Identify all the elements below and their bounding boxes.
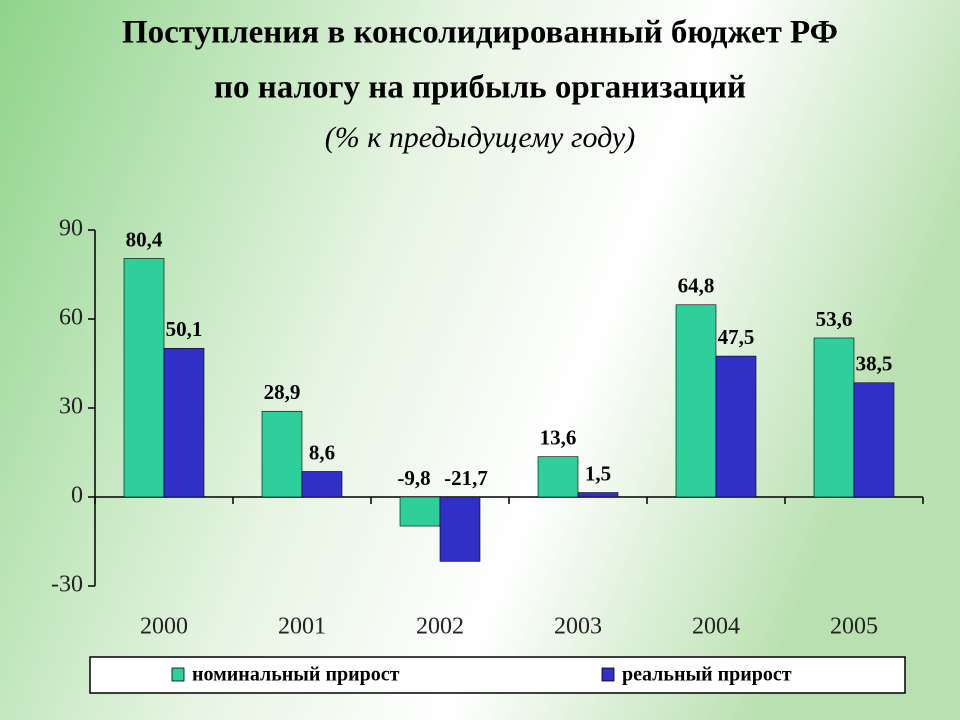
bar xyxy=(675,304,717,498)
value-label: 1,5 xyxy=(585,461,611,485)
bar xyxy=(301,471,343,498)
chart-subtitle: (% к предыдущему году) xyxy=(325,121,636,154)
value-label: 50,1 xyxy=(166,317,203,341)
legend-label: номинальный прирост xyxy=(192,664,400,686)
bar xyxy=(853,382,895,498)
y-tick-label: 60 xyxy=(59,305,83,331)
legend-swatch xyxy=(601,667,615,682)
value-label: 8,6 xyxy=(309,440,335,464)
bar xyxy=(123,258,165,498)
value-label: 47,5 xyxy=(718,325,755,349)
value-label: 13,6 xyxy=(540,425,577,449)
y-tick-label: -30 xyxy=(51,572,83,598)
y-tick-label: 0 xyxy=(71,483,83,509)
x-tick-label: 2001 xyxy=(278,614,326,640)
bar xyxy=(439,496,481,562)
y-tick-label: 30 xyxy=(59,394,83,420)
bar xyxy=(813,337,855,498)
bar xyxy=(163,348,205,498)
chart-title: по налогу на прибыль организаций xyxy=(214,70,746,106)
x-tick-label: 2000 xyxy=(140,614,188,640)
value-label: 64,8 xyxy=(678,274,715,298)
bar xyxy=(577,492,619,498)
value-label: 38,5 xyxy=(856,352,893,376)
value-label: 53,6 xyxy=(816,307,853,331)
bar xyxy=(399,496,441,527)
x-tick-label: 2004 xyxy=(692,614,740,640)
value-label: 28,9 xyxy=(264,380,301,404)
x-tick-label: 2002 xyxy=(416,614,464,640)
chart-title: Поступления в консолидированный бюджет Р… xyxy=(122,15,838,51)
x-tick-label: 2005 xyxy=(830,614,878,640)
legend-swatch xyxy=(171,667,185,682)
bar xyxy=(537,456,579,498)
y-tick-label: 90 xyxy=(59,216,83,242)
value-label: 80,4 xyxy=(126,227,163,251)
bar xyxy=(261,410,303,498)
value-label: -21,7 xyxy=(444,466,488,490)
legend xyxy=(89,656,906,694)
x-tick-label: 2003 xyxy=(554,614,602,640)
bar xyxy=(715,355,757,498)
legend-label: реальный прирост xyxy=(622,664,792,686)
value-label: -9,8 xyxy=(397,466,430,490)
